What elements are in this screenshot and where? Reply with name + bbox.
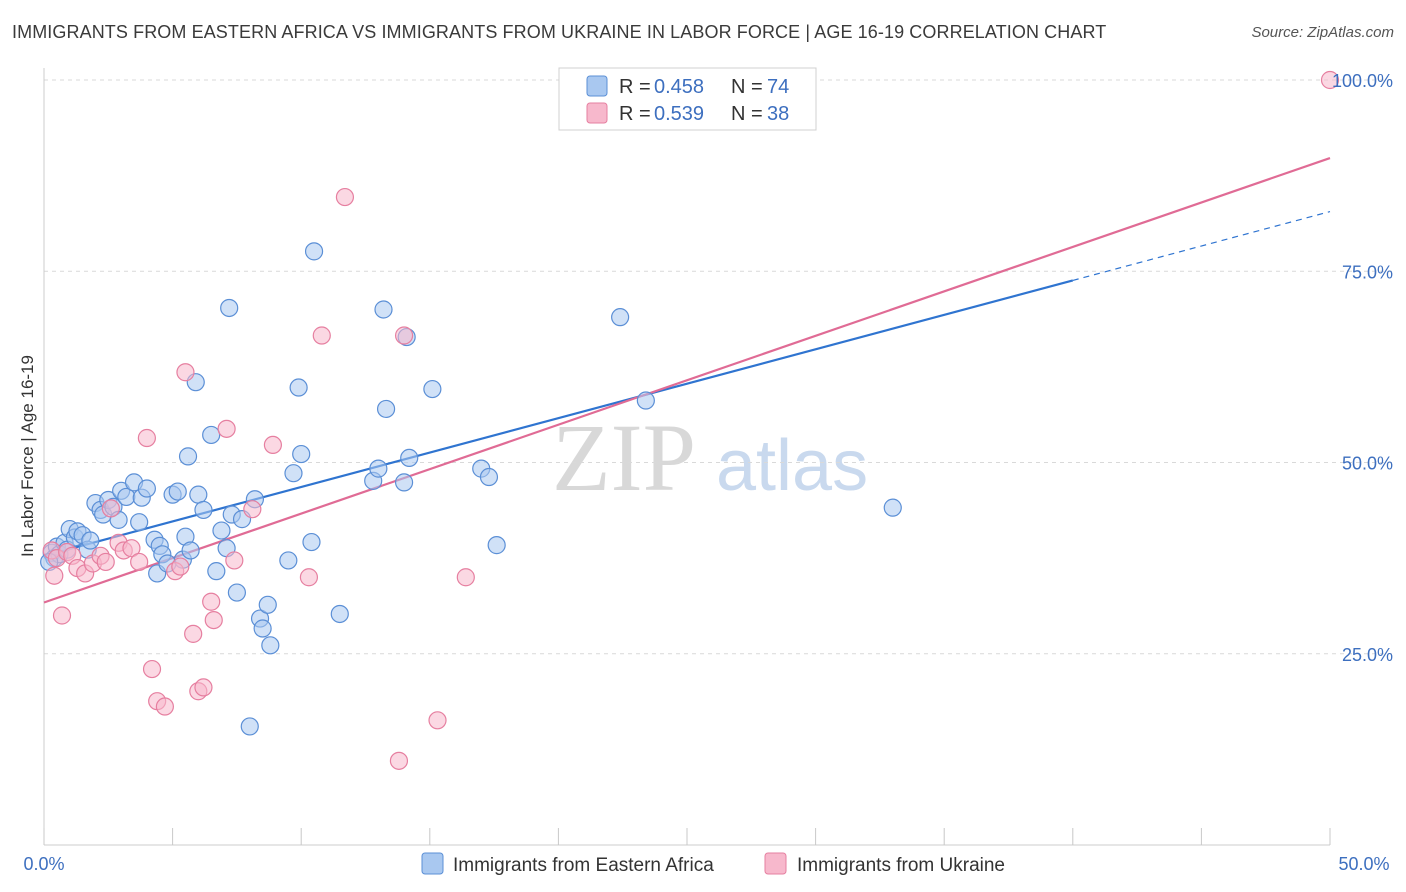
x-tick-label-max: 50.0% <box>1338 854 1389 874</box>
eastern-africa-point-54 <box>289 378 308 397</box>
ukraine-point-35 <box>389 751 409 770</box>
y-tick-label-50: 50.0% <box>1342 454 1393 474</box>
legend-r-value-2: 0.539 <box>654 103 704 125</box>
eastern-africa-point-66 <box>423 379 442 399</box>
eastern-africa-point-71 <box>636 391 655 410</box>
legend-swatch-pink <box>586 102 608 124</box>
legend-swatch-blue <box>586 75 608 97</box>
eastern-africa-point-49 <box>253 619 272 638</box>
eastern-africa-point-40 <box>212 521 231 540</box>
eastern-africa-point-50 <box>258 595 277 614</box>
y-tick-label-100: 100.0% <box>1332 71 1393 91</box>
eastern-africa-point-11 <box>81 531 100 550</box>
x-tick-label-min: 0.0% <box>23 854 64 874</box>
ukraine-point-36 <box>394 326 414 345</box>
watermark: ZIP atlas <box>552 404 868 511</box>
legend-n-label-1: N = <box>731 76 763 98</box>
eastern-africa-point-52 <box>279 551 298 570</box>
ukraine-point-17 <box>142 659 162 679</box>
eastern-africa-point-62 <box>376 399 396 419</box>
legend-r-value-1: 0.458 <box>654 76 704 98</box>
trend-lines <box>43 156 1331 604</box>
eastern-africa-point-21 <box>130 513 149 532</box>
eastern-africa-point-63 <box>394 473 414 492</box>
ukraine-point-32 <box>299 568 319 587</box>
ukraine-point-11 <box>101 499 120 518</box>
ukraine-point-19 <box>155 697 174 716</box>
eastern-africa-point-23 <box>137 479 156 498</box>
y-tick-label-75: 75.0% <box>1342 262 1393 282</box>
eastern-africa-point-55 <box>292 444 311 464</box>
ukraine-point-1 <box>45 566 64 585</box>
eastern-africa-point-37 <box>194 500 213 520</box>
eastern-africa-point-70 <box>611 308 630 327</box>
legend-r-label-1: R = <box>619 76 651 98</box>
ukraine-point-23 <box>184 624 203 643</box>
ukraine-point-3 <box>52 606 72 625</box>
eastern-africa-point-42 <box>220 298 239 318</box>
legend-r-label-2: R = <box>619 103 651 125</box>
eastern-africa-point-46 <box>240 717 259 736</box>
bottom-legend-label-ukraine: Immigrants from Ukraine <box>797 855 1005 876</box>
ukraine-point-39 <box>1320 70 1340 90</box>
eastern-africa-point-60 <box>369 459 388 478</box>
ukraine-point-37 <box>428 711 447 730</box>
eastern-africa-point-34 <box>181 541 200 560</box>
ukraine-point-27 <box>204 610 223 630</box>
legend-n-value-2: 38 <box>767 103 789 125</box>
eastern-africa-point-38 <box>202 425 221 445</box>
bottom-legend-label-eastern-africa: Immigrants from Eastern Africa <box>453 855 714 876</box>
eastern-africa-point-30 <box>168 482 187 501</box>
gridlines <box>44 79 1395 655</box>
ukraine-point-33 <box>312 326 331 345</box>
eastern-africa-point-51 <box>261 636 280 655</box>
eastern-africa-point-57 <box>304 242 324 261</box>
eastern-africa-point-61 <box>374 300 393 319</box>
eastern-africa-point-68 <box>479 467 499 487</box>
ukraine-point-14 <box>122 539 141 558</box>
x-axis-ticks <box>43 828 1331 845</box>
ukraine-point-26 <box>202 592 221 611</box>
ukraine-point-25 <box>194 678 213 697</box>
eastern-africa-point-36 <box>189 485 208 504</box>
bottom-legend: Immigrants from Eastern Africa Immigrant… <box>421 852 1005 876</box>
eastern-africa-point-39 <box>207 562 226 581</box>
eastern-africa-point-58 <box>330 604 349 624</box>
trend-line-eastern-africa-extension <box>1072 211 1331 282</box>
ukraine-point-34 <box>335 187 355 207</box>
bottom-legend-swatch-blue <box>421 852 444 875</box>
watermark-zip: ZIP <box>552 404 696 511</box>
ukraine-point-22 <box>176 363 195 382</box>
ukraine-point-38 <box>456 568 475 587</box>
eastern-africa-point-65 <box>400 448 419 468</box>
ukraine-point-15 <box>130 552 149 572</box>
trend-line-eastern-africa <box>43 279 1074 557</box>
trend-line-ukraine <box>43 156 1331 604</box>
ukraine-point-28 <box>217 419 236 438</box>
ukraine-point-10 <box>96 552 115 572</box>
series-ukraine-points <box>42 70 1340 770</box>
ukraine-point-16 <box>137 428 156 448</box>
eastern-africa-point-33 <box>178 447 198 466</box>
eastern-africa-point-53 <box>284 464 303 483</box>
y-axis-label: In Labor Force | Age 16-19 <box>18 355 37 557</box>
legend-box: R = 0.458 N = 74 R = 0.539 N = 38 <box>558 67 817 131</box>
eastern-africa-point-69 <box>487 536 506 555</box>
y-axis-tick-labels: 25.0% 50.0% 75.0% 100.0% <box>1332 71 1393 665</box>
ukraine-point-29 <box>225 551 244 570</box>
watermark-atlas: atlas <box>716 426 868 506</box>
eastern-africa-point-56 <box>302 532 321 552</box>
legend-n-label-2: N = <box>731 103 763 125</box>
ukraine-point-30 <box>243 500 262 519</box>
legend-n-value-1: 74 <box>767 76 789 98</box>
ukraine-point-31 <box>263 435 283 455</box>
eastern-africa-point-72 <box>883 498 902 517</box>
source-note: Source: ZipAtlas.com <box>1251 24 1394 41</box>
bottom-legend-swatch-pink <box>764 852 787 875</box>
y-tick-label-25: 25.0% <box>1342 645 1393 665</box>
ukraine-point-21 <box>171 557 190 576</box>
eastern-africa-point-44 <box>227 583 246 602</box>
chart-title: IMMIGRANTS FROM EASTERN AFRICA VS IMMIGR… <box>12 22 1107 42</box>
